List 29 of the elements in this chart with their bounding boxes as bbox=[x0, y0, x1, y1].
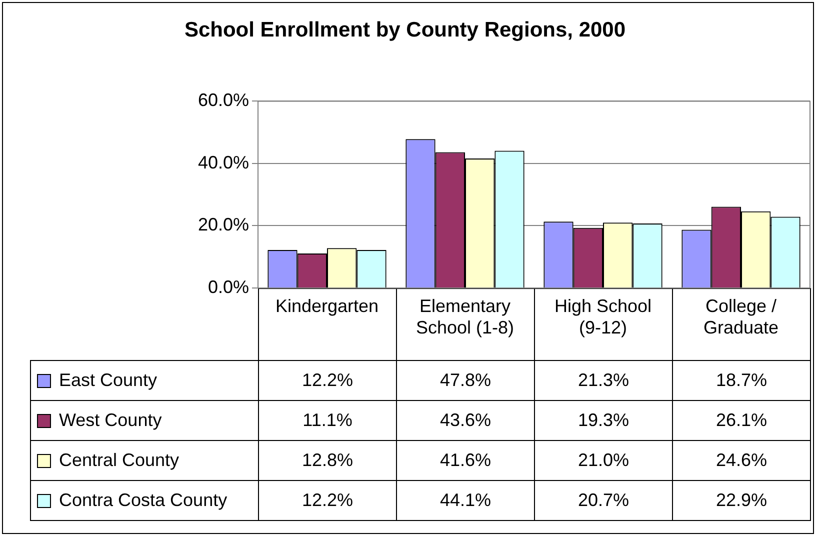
y-tick-label: 0.0% bbox=[208, 276, 249, 297]
data-label: 41.6% bbox=[396, 440, 535, 481]
data-label: 12.2% bbox=[258, 360, 397, 401]
y-tick-label: 40.0% bbox=[198, 152, 249, 172]
chart-title: School Enrollment by County Regions, 2000 bbox=[184, 18, 626, 42]
data-label: 21.3% bbox=[534, 360, 673, 401]
data-label: 26.1% bbox=[672, 400, 811, 441]
data-label: 20.7% bbox=[534, 480, 673, 521]
data-label: 12.8% bbox=[258, 440, 397, 481]
x-tick-label: High School (9-12) bbox=[554, 296, 652, 338]
data-label: 12.2% bbox=[258, 480, 397, 521]
legend-label: Contra Costa County bbox=[59, 490, 228, 511]
data-label: 44.1% bbox=[396, 480, 535, 521]
data-label: 47.8% bbox=[396, 360, 535, 401]
x-tick-label: College / Graduate bbox=[703, 296, 779, 338]
data-label: 18.7% bbox=[672, 360, 811, 401]
data-label: 11.1% bbox=[258, 400, 397, 441]
x-tick-label: Kindergarten bbox=[275, 296, 379, 316]
x-tick-label: Elementary School (1-8) bbox=[416, 296, 514, 338]
legend-label: West County bbox=[59, 410, 162, 431]
legend-label: East County bbox=[59, 370, 158, 391]
y-tick-label: 60.0% bbox=[198, 90, 249, 110]
data-label: 43.6% bbox=[396, 400, 535, 441]
legend-label: Central County bbox=[59, 450, 180, 471]
y-tick-label: 20.0% bbox=[198, 214, 249, 235]
data-label: 21.0% bbox=[534, 440, 673, 481]
data-label: 22.9% bbox=[672, 480, 811, 521]
data-label: 24.6% bbox=[672, 440, 811, 481]
data-label: 19.3% bbox=[534, 400, 673, 441]
